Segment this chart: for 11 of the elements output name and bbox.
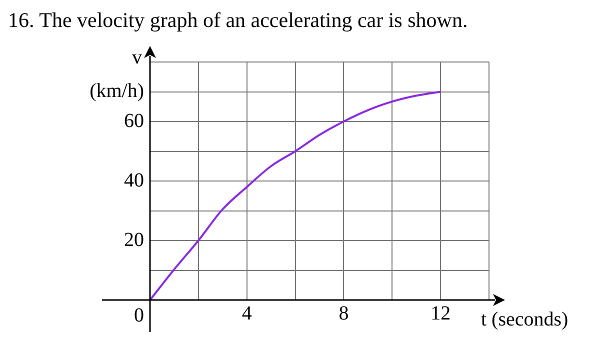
x-axis-title: t (seconds) xyxy=(481,308,568,330)
y-tick-label: 40 xyxy=(124,169,144,192)
line-series xyxy=(150,90,442,300)
y-tick-label: 60 xyxy=(124,110,144,132)
y-tick-label: 20 xyxy=(124,228,144,251)
y-axis-title: v (km/h) xyxy=(90,46,144,102)
x-tick-label: 8 xyxy=(338,302,349,324)
x-tick-label: 4 xyxy=(242,302,252,324)
x-tick-label: 12 xyxy=(430,302,451,324)
x-tick-label: 0 xyxy=(134,304,144,326)
chart-title: 16. The velocity graph of an accelerating car is shown. xyxy=(8,8,469,34)
